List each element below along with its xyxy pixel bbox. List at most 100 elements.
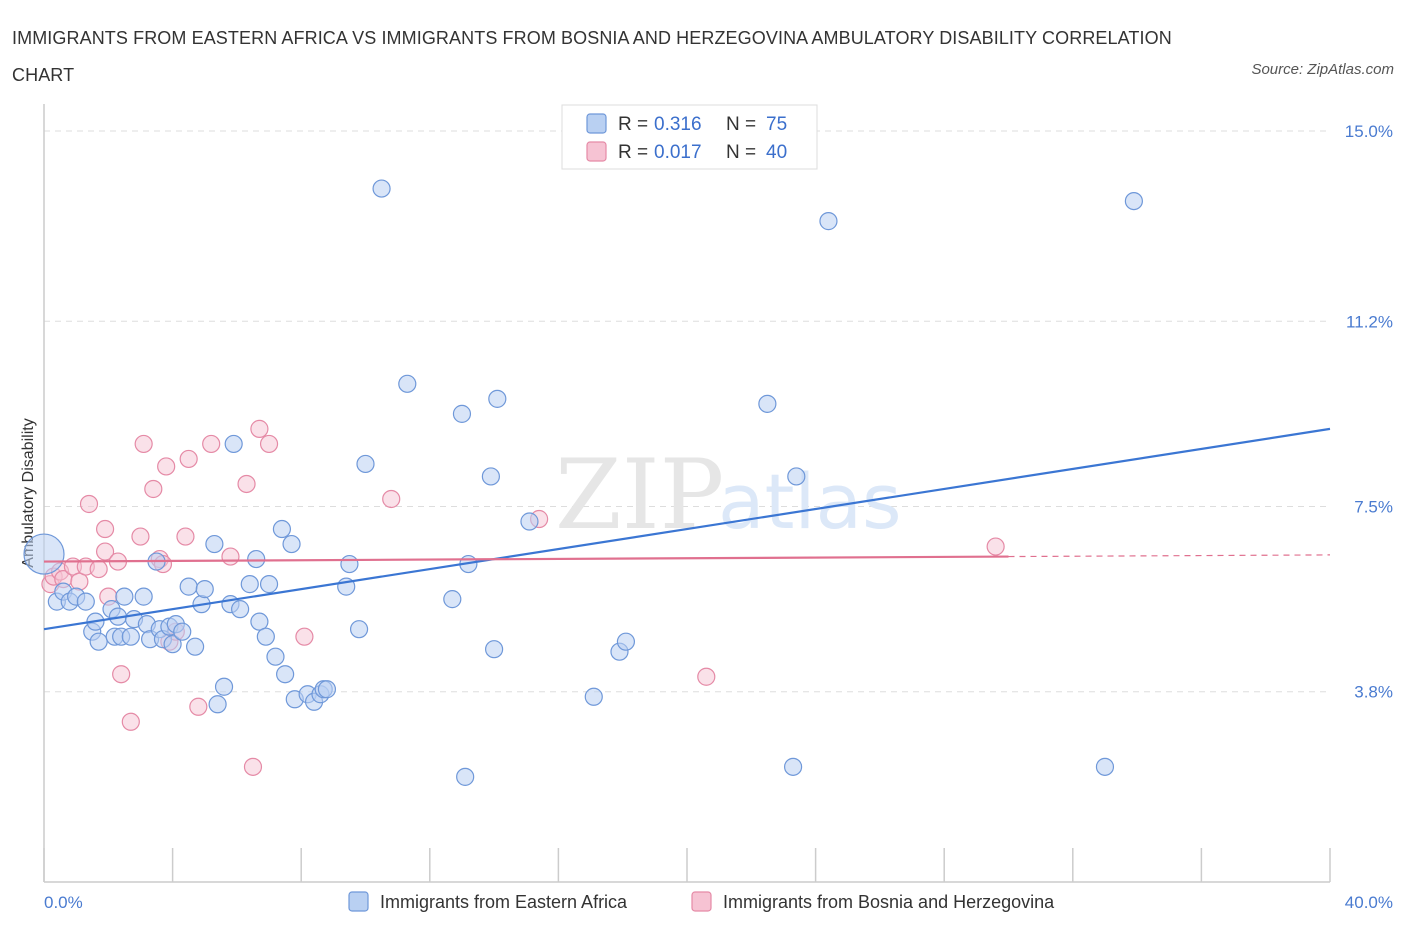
point-eastern-africa xyxy=(231,600,250,619)
trend-line-eastern-africa xyxy=(43,427,1331,631)
watermark-zip: ZIP xyxy=(555,439,724,551)
point-bosnia xyxy=(986,537,1005,556)
point-eastern-africa xyxy=(195,580,214,599)
point-bosnia xyxy=(176,527,195,546)
point-eastern-africa xyxy=(787,467,806,486)
point-eastern-africa xyxy=(317,680,337,699)
point-eastern-africa xyxy=(247,549,266,569)
point-eastern-africa xyxy=(250,612,269,631)
point-bosnia xyxy=(295,627,314,646)
point-eastern-africa xyxy=(485,640,504,659)
series-legend-swatch-blue xyxy=(348,891,369,912)
legend-n-value-2: 40 xyxy=(766,142,787,163)
point-eastern-africa xyxy=(819,212,838,231)
point-eastern-africa xyxy=(89,632,108,651)
point-bosnia xyxy=(134,434,153,454)
series-bosnia xyxy=(41,419,1005,776)
source-label: Source: ZipAtlas.com xyxy=(1251,61,1394,78)
point-bosnia xyxy=(221,547,240,566)
point-bosnia xyxy=(202,434,221,454)
point-bosnia xyxy=(95,519,115,539)
point-eastern-africa xyxy=(121,627,140,646)
y-tick-labels: 3.8% 7.5% 11.2% 15.0% xyxy=(1345,122,1393,702)
point-bosnia xyxy=(131,527,150,546)
point-eastern-africa xyxy=(340,554,359,574)
series-legend-label-pink: Immigrants from Bosnia and Herzegovina xyxy=(723,892,1055,912)
point-eastern-africa xyxy=(349,620,369,639)
point-eastern-africa xyxy=(214,677,234,696)
trend-line-bosnia xyxy=(43,555,1009,563)
x-tick-label-max: 40.0% xyxy=(1345,893,1393,912)
point-eastern-africa xyxy=(272,519,292,539)
point-eastern-africa xyxy=(134,587,153,606)
point-eastern-africa xyxy=(1095,757,1115,776)
point-bosnia xyxy=(157,457,176,476)
point-eastern-africa xyxy=(163,635,182,654)
chart-title: IMMIGRANTS FROM EASTERN AFRICA VS IMMIGR… xyxy=(12,28,1172,85)
point-eastern-africa xyxy=(208,695,227,714)
point-eastern-africa xyxy=(224,434,243,454)
point-eastern-africa xyxy=(356,454,375,474)
watermark: ZIP atlas xyxy=(555,439,902,551)
point-eastern-africa xyxy=(205,534,224,554)
point-eastern-africa xyxy=(488,389,507,408)
point-eastern-africa xyxy=(584,687,603,706)
series-legend-swatch-pink xyxy=(691,891,712,912)
point-eastern-africa xyxy=(520,512,539,531)
point-bosnia xyxy=(179,449,198,469)
legend-n-label-1: N = xyxy=(726,114,756,135)
point-eastern-africa xyxy=(1124,191,1143,211)
point-eastern-africa xyxy=(266,647,285,666)
y-tick-label: 11.2% xyxy=(1346,312,1393,331)
point-eastern-africa xyxy=(452,404,472,423)
legend-swatch-blue xyxy=(586,113,607,134)
point-bosnia xyxy=(95,542,115,561)
legend-r-label-2: R = xyxy=(618,142,648,163)
point-bosnia xyxy=(243,757,263,776)
point-eastern-africa xyxy=(282,534,301,554)
y-tick-label: 15.0% xyxy=(1345,122,1393,141)
legend-r-value-1: 0.316 xyxy=(654,114,702,135)
x-ticks xyxy=(43,848,1331,882)
point-bosnia xyxy=(79,494,99,514)
point-bosnia xyxy=(250,419,269,438)
legend-r-value-2: 0.017 xyxy=(654,142,702,163)
series-eastern-africa xyxy=(23,179,1143,786)
point-bosnia xyxy=(112,665,131,684)
y-tick-label: 7.5% xyxy=(1354,498,1393,517)
trend-lines xyxy=(43,427,1331,631)
series-legend-label-blue: Immigrants from Eastern Africa xyxy=(380,892,628,912)
legend-n-value-1: 75 xyxy=(766,114,787,135)
point-bosnia xyxy=(189,697,208,716)
point-eastern-africa xyxy=(115,587,134,606)
point-bosnia xyxy=(121,712,140,731)
point-eastern-africa xyxy=(276,665,295,684)
point-eastern-africa xyxy=(186,637,205,656)
point-eastern-africa xyxy=(783,757,803,776)
series-legend: Immigrants from Eastern Africa Immigrant… xyxy=(348,891,1055,912)
point-bosnia xyxy=(259,434,279,454)
point-eastern-africa xyxy=(76,592,95,611)
trend-line-bosnia-extension xyxy=(1008,554,1331,558)
point-eastern-africa xyxy=(372,179,391,198)
point-eastern-africa xyxy=(256,627,275,646)
point-eastern-africa xyxy=(616,632,636,651)
point-bosnia xyxy=(89,559,108,579)
legend-n-label-2: N = xyxy=(726,142,756,163)
point-bosnia xyxy=(237,474,256,494)
point-eastern-africa xyxy=(456,767,475,786)
point-eastern-africa xyxy=(179,577,198,596)
point-eastern-africa xyxy=(259,575,279,594)
point-eastern-africa xyxy=(173,622,192,641)
point-eastern-africa xyxy=(240,575,259,594)
legend-r-label-1: R = xyxy=(618,114,648,135)
point-eastern-africa xyxy=(481,467,500,486)
point-bosnia xyxy=(697,667,716,686)
point-eastern-africa xyxy=(443,590,462,609)
point-eastern-africa xyxy=(398,374,417,393)
point-bosnia xyxy=(382,489,401,509)
y-axis-label: Ambulatory Disability xyxy=(20,418,37,567)
point-eastern-africa xyxy=(758,394,777,413)
watermark-atlas: atlas xyxy=(718,457,902,546)
